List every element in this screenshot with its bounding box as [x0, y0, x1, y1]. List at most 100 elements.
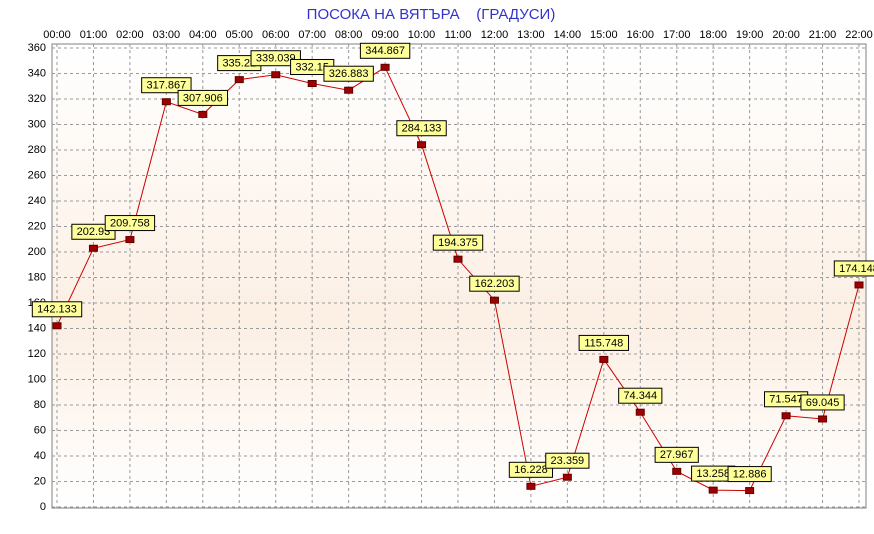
y-tick-label: 220 [28, 220, 46, 232]
y-tick-label: 240 [28, 195, 46, 207]
marker [562, 473, 572, 481]
chart-title: ПОСОКА НА ВЯТЪРА (ГРАДУСИ) [307, 6, 556, 23]
marker [453, 255, 463, 263]
data-label: 335.21 [222, 58, 256, 70]
y-tick-label: 140 [28, 322, 46, 334]
x-tick-label: 06:00 [262, 29, 290, 41]
data-label-box [177, 89, 229, 106]
data-label-box [545, 452, 590, 469]
y-tick-label: 280 [28, 144, 46, 156]
marker [708, 486, 718, 494]
data-label: 307.906 [183, 92, 223, 104]
x-tick-label: 22:00 [845, 29, 873, 41]
marker [599, 355, 609, 363]
x-tick-label: 01:00 [80, 29, 108, 41]
y-tick-label: 300 [28, 118, 46, 130]
data-label: 23.359 [551, 455, 585, 467]
y-tick-label: 60 [34, 424, 46, 436]
marker [672, 467, 682, 475]
y-tick-label: 200 [28, 246, 46, 258]
x-tick-label: 03:00 [153, 29, 181, 41]
marker [198, 110, 208, 118]
marker [417, 141, 427, 149]
x-tick-label: 08:00 [335, 29, 363, 41]
data-label: 74.344 [623, 390, 657, 402]
x-tick-label: 14:00 [554, 29, 582, 41]
x-tick-label: 02:00 [116, 29, 144, 41]
data-label-box [578, 334, 630, 351]
y-tick-label: 340 [28, 67, 46, 79]
data-label: 71.547 [769, 394, 803, 406]
marker [489, 296, 499, 304]
y-tick-label: 260 [28, 169, 46, 181]
data-label-box [432, 234, 484, 251]
x-tick-label: 17:00 [663, 29, 691, 41]
data-label: 284.133 [402, 123, 442, 135]
x-tick-label: 16:00 [627, 29, 655, 41]
marker [307, 80, 317, 88]
marker [526, 482, 536, 490]
data-label-box [323, 65, 374, 82]
x-tick-label: 20:00 [772, 29, 800, 41]
y-tick-label: 180 [28, 271, 46, 283]
data-label: 115.748 [584, 337, 623, 349]
y-tick-label: 40 [34, 450, 46, 462]
x-tick-label: 15:00 [590, 29, 618, 41]
data-label-box [469, 275, 520, 292]
marker [818, 415, 828, 423]
y-tick-label: 360 [28, 42, 46, 54]
data-label: 202.93 [77, 226, 111, 238]
data-label-box [250, 50, 301, 67]
data-label: 344.867 [365, 45, 405, 57]
y-tick-label: 20 [34, 475, 46, 487]
x-tick-label: 10:00 [408, 29, 436, 41]
data-label: 27.967 [660, 449, 694, 461]
x-tick-label: 19:00 [736, 29, 764, 41]
data-label: 162.203 [475, 278, 515, 290]
data-label-box [727, 466, 772, 483]
marker [344, 86, 354, 94]
x-tick-label: 13:00 [517, 29, 545, 41]
y-tick-label: 100 [28, 373, 46, 385]
marker [635, 408, 645, 416]
data-label-box [104, 215, 156, 232]
data-label: 12.886 [733, 468, 767, 480]
x-tick-label: 18:00 [699, 29, 727, 41]
y-tick-label: 320 [28, 93, 46, 105]
marker [234, 76, 244, 84]
marker [271, 71, 281, 79]
marker [854, 281, 864, 289]
data-label: 16.228 [514, 464, 548, 476]
data-label-box [833, 260, 874, 277]
x-tick-label: 09:00 [371, 29, 399, 41]
data-label: 69.045 [806, 397, 840, 409]
x-tick-label: 05:00 [226, 29, 254, 41]
data-label: 317.867 [146, 80, 186, 92]
data-label-box [71, 223, 116, 240]
x-tick-label: 21:00 [809, 29, 837, 41]
data-label: 209.758 [110, 217, 150, 229]
y-tick-label: 0 [40, 501, 46, 513]
data-label: 339.039 [256, 53, 296, 65]
data-label-box [654, 446, 699, 463]
marker [745, 487, 755, 495]
x-tick-label: 07:00 [298, 29, 326, 41]
x-tick-label: 11:00 [445, 29, 472, 41]
marker [781, 412, 791, 420]
data-label: 174.148 [839, 263, 874, 275]
data-label: 194.375 [438, 237, 478, 249]
y-tick-label: 80 [34, 399, 46, 411]
data-label: 142.133 [37, 304, 77, 316]
data-label-box [508, 461, 554, 478]
marker [161, 98, 171, 106]
x-tick-label: 04:00 [189, 29, 217, 41]
data-label-box [31, 301, 83, 318]
plot-area [51, 43, 867, 509]
x-tick-label: 00:00 [43, 29, 71, 41]
data-label-box [618, 387, 663, 404]
marker [52, 322, 62, 330]
data-label-box [800, 394, 845, 411]
data-label: 326.883 [329, 68, 369, 80]
x-tick-label: 12:00 [481, 29, 509, 41]
